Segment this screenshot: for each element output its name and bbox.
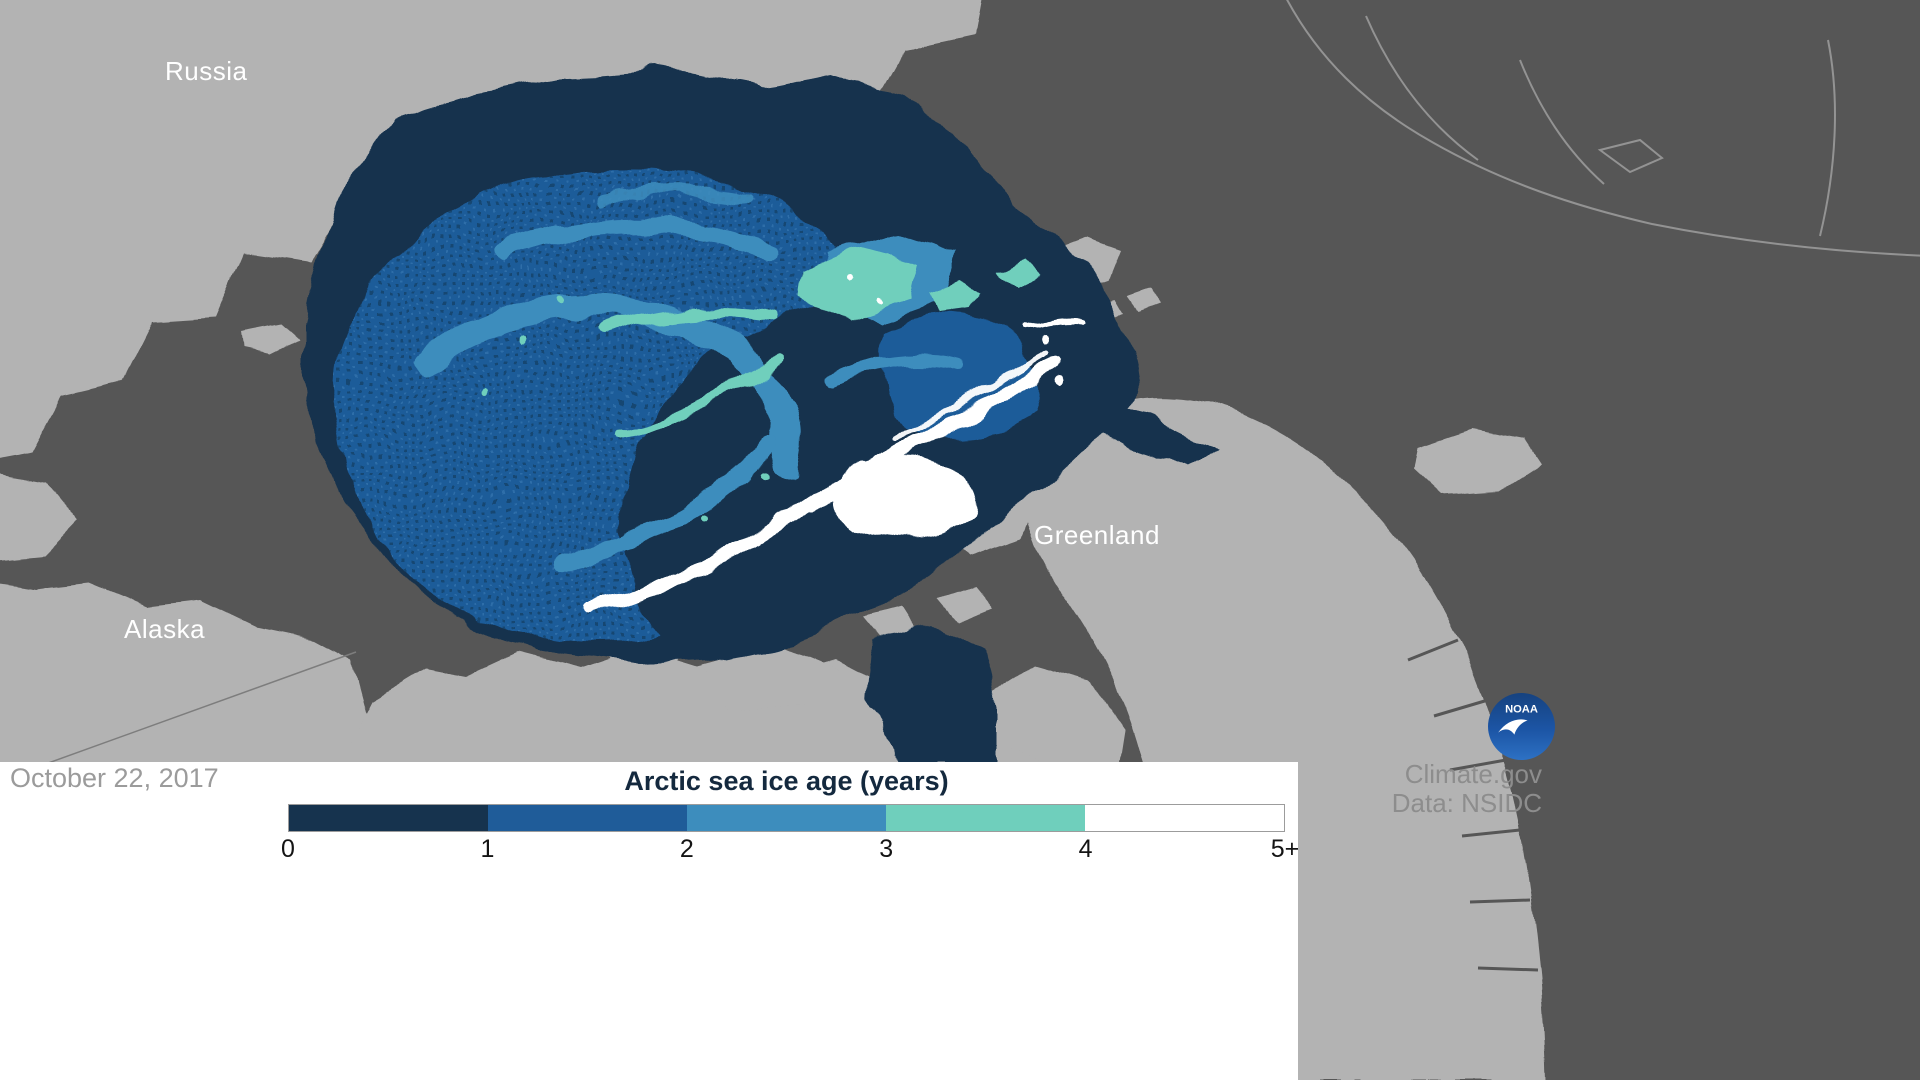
island [1128, 288, 1162, 312]
baffin-island [968, 664, 1124, 766]
alaska-border-line [39, 651, 357, 767]
ice-age-4-streaks [597, 307, 787, 437]
iceland-landmass [1414, 430, 1540, 494]
ice-baffin-bay [866, 622, 996, 764]
credit-site: Climate.gov [1404, 759, 1542, 789]
noaa-logo: NOAA [1488, 693, 1555, 760]
ice-age-5-specks [847, 277, 1067, 385]
ice-age-4-patch [930, 278, 986, 316]
ice-age-5-streaks [582, 317, 1079, 618]
ice-ne-greenland [1090, 400, 1220, 470]
legend-segment [488, 805, 687, 831]
island [242, 324, 300, 354]
legend-tick-labels: 0 1 2 3 4 5+ [281, 835, 1299, 867]
map-label-russia: Russia [165, 56, 248, 86]
legend-segment [886, 805, 1085, 831]
ice-age-4-patch [799, 247, 917, 319]
island [864, 606, 916, 640]
europe-coastlines [1286, 0, 1920, 257]
ice-age-4-specks [476, 296, 764, 524]
map-label-alaska: Alaska [124, 614, 206, 644]
legend-segment [289, 805, 488, 831]
legend-tick-label: 5+ [1270, 835, 1300, 863]
noaa-logo-text: NOAA [1505, 703, 1538, 715]
island [938, 586, 992, 622]
noaa-seagull-icon [1498, 719, 1528, 735]
map-label-greenland: Greenland [1034, 520, 1160, 550]
ice-age-3-swirls [411, 185, 963, 570]
legend-tick-label: 0 [281, 835, 295, 863]
credits: Climate.gov Data: NSIDC [1392, 760, 1542, 818]
legend-tick-label: 4 [1078, 835, 1093, 863]
legend-title: Arctic sea ice age (years) [624, 766, 949, 796]
chukotka-landmass [0, 473, 78, 561]
legend-tick-label: 1 [480, 835, 495, 863]
island [702, 644, 836, 710]
ice-age-5-region [835, 455, 975, 541]
ice-age-4-patch [1000, 260, 1044, 286]
sea-ice-layer [302, 70, 1220, 764]
credit-data-source: Data: NSIDC [1391, 788, 1542, 818]
legend-colorbar [288, 804, 1285, 832]
legend: Arctic sea ice age (years) 0 1 2 3 4 5+ [281, 766, 1299, 867]
legend-segment [687, 805, 886, 831]
ice-speckle-texture [338, 169, 862, 642]
legend-segment [1085, 805, 1284, 831]
legend-tick-label: 3 [879, 835, 894, 863]
legend-tick-label: 2 [679, 835, 694, 863]
date-label: October 22, 2017 [10, 763, 219, 793]
